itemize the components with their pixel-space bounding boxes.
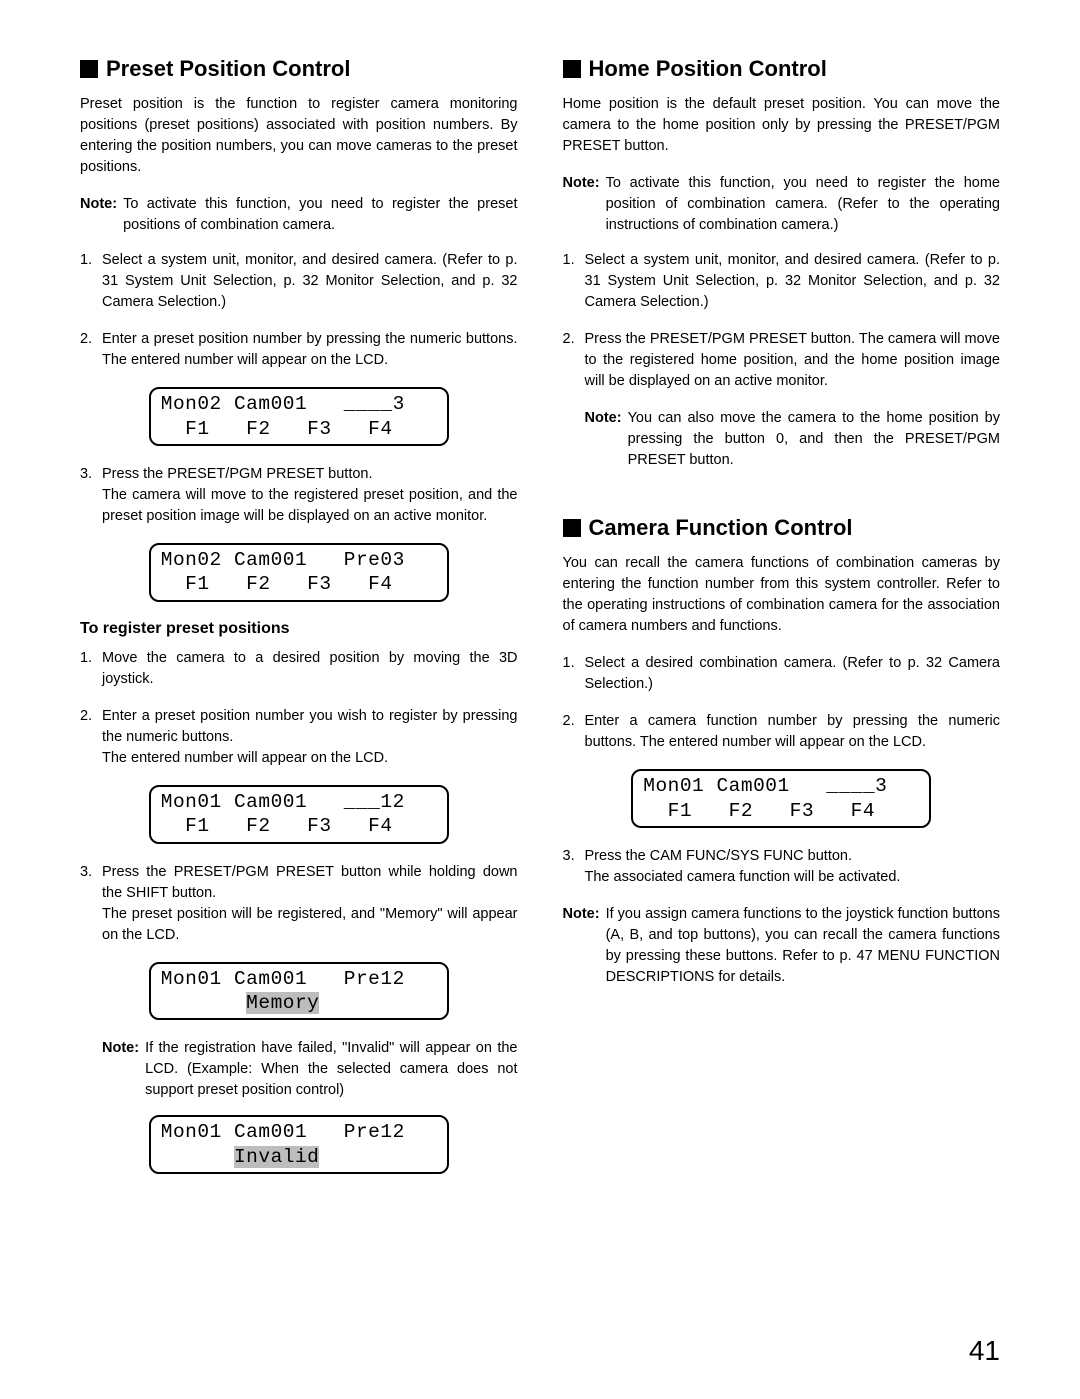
lcd-line: Mon01 Cam001 Pre12 — [161, 1121, 405, 1143]
step-number: 3. — [563, 846, 585, 888]
camfunc-heading: Camera Function Control — [563, 515, 1001, 541]
list-item: 2. Enter a preset position number you wi… — [80, 706, 518, 769]
heading-text: Camera Function Control — [589, 515, 853, 541]
page-number: 41 — [969, 1335, 1000, 1367]
list-item: 2. Enter a preset position number by pre… — [80, 329, 518, 371]
camfunc-steps-cont: 3. Press the CAM FUNC/SYS FUNC button. T… — [563, 846, 1001, 888]
preset-steps: 1. Select a system unit, monitor, and de… — [80, 250, 518, 371]
step-number: 2. — [563, 329, 585, 392]
lcd-display: Mon01 Cam001 ___12 F1 F2 F3 F4 — [149, 785, 449, 844]
lcd-line: F1 F2 F3 F4 — [161, 573, 393, 595]
step-number: 3. — [80, 862, 102, 946]
lcd-line: Mon01 Cam001 ___12 — [161, 791, 405, 813]
step-number: 1. — [563, 653, 585, 695]
step-number: 1. — [80, 648, 102, 690]
step-text: Enter a camera function number by pressi… — [585, 711, 1001, 753]
note-body: You can also move the camera to the home… — [628, 408, 1000, 471]
step-text: Press the PRESET/PGM PRESET button. The … — [102, 464, 518, 527]
heading-text: Home Position Control — [589, 56, 827, 82]
note-label: Note: — [585, 408, 628, 471]
register-note: Note: If the registration have failed, "… — [102, 1038, 518, 1101]
step-text: Press the CAM FUNC/SYS FUNC button. The … — [585, 846, 1001, 888]
register-steps: 1. Move the camera to a desired position… — [80, 648, 518, 769]
square-bullet-icon — [80, 60, 98, 78]
list-item: 2. Enter a camera function number by pre… — [563, 711, 1001, 753]
lcd-line: Mon01 Cam001 Pre12 — [161, 968, 405, 990]
lcd-display: Mon01 Cam001 ____3 F1 F2 F3 F4 — [631, 769, 931, 828]
step-text: Enter a preset position number you wish … — [102, 706, 518, 769]
note-label: Note: — [80, 194, 123, 236]
home-heading: Home Position Control — [563, 56, 1001, 82]
step-number: 2. — [80, 706, 102, 769]
home-steps: 1. Select a system unit, monitor, and de… — [563, 250, 1001, 392]
note-label: Note: — [563, 173, 606, 236]
note-body: To activate this function, you need to r… — [123, 194, 517, 236]
lcd-line — [161, 1146, 234, 1168]
list-item: 3. Press the PRESET/PGM PRESET button. T… — [80, 464, 518, 527]
preset-heading: Preset Position Control — [80, 56, 518, 82]
register-subheading: To register preset positions — [80, 620, 518, 638]
lcd-line: F1 F2 F3 F4 — [161, 815, 393, 837]
lcd-highlight: Memory — [246, 992, 319, 1014]
lcd-line: Mon02 Cam001 ____3 — [161, 393, 405, 415]
list-item: 3. Press the PRESET/PGM PRESET button wh… — [80, 862, 518, 946]
lcd-line: Mon01 Cam001 ____3 — [643, 775, 887, 797]
list-item: 3. Press the CAM FUNC/SYS FUNC button. T… — [563, 846, 1001, 888]
lcd-line: F1 F2 F3 F4 — [643, 800, 875, 822]
camfunc-intro: You can recall the camera functions of c… — [563, 553, 1001, 637]
home-subnote: Note: You can also move the camera to th… — [585, 408, 1001, 471]
step-text: Press the PRESET/PGM PRESET button while… — [102, 862, 518, 946]
step-text: Select a desired combination camera. (Re… — [585, 653, 1001, 695]
step-text: Press the PRESET/PGM PRESET button. The … — [585, 329, 1001, 392]
lcd-display: Mon01 Cam001 Pre12 Invalid — [149, 1115, 449, 1174]
lcd-highlight: Invalid — [234, 1146, 319, 1168]
square-bullet-icon — [563, 60, 581, 78]
step-number: 1. — [563, 250, 585, 313]
list-item: 1. Select a desired combination camera. … — [563, 653, 1001, 695]
preset-steps-cont: 3. Press the PRESET/PGM PRESET button. T… — [80, 464, 518, 527]
lcd-line: Mon02 Cam001 Pre03 — [161, 549, 405, 571]
step-number: 2. — [80, 329, 102, 371]
lcd-display: Mon01 Cam001 Pre12 Memory — [149, 962, 449, 1021]
preset-note: Note: To activate this function, you nee… — [80, 194, 518, 236]
heading-text: Preset Position Control — [106, 56, 350, 82]
lcd-line — [161, 992, 246, 1014]
note-label: Note: — [102, 1038, 145, 1101]
preset-intro: Preset position is the function to regis… — [80, 94, 518, 178]
note-body: To activate this function, you need to r… — [606, 173, 1000, 236]
home-intro: Home position is the default preset posi… — [563, 94, 1001, 157]
right-column: Home Position Control Home position is t… — [563, 56, 1001, 1192]
step-text: Move the camera to a desired position by… — [102, 648, 518, 690]
step-number: 2. — [563, 711, 585, 753]
left-column: Preset Position Control Preset position … — [80, 56, 518, 1192]
list-item: 2. Press the PRESET/PGM PRESET button. T… — [563, 329, 1001, 392]
square-bullet-icon — [563, 519, 581, 537]
step-text: Select a system unit, monitor, and desir… — [102, 250, 518, 313]
lcd-display: Mon02 Cam001 ____3 F1 F2 F3 F4 — [149, 387, 449, 446]
list-item: 1. Move the camera to a desired position… — [80, 648, 518, 690]
note-body: If the registration have failed, "Invali… — [145, 1038, 517, 1101]
note-label: Note: — [563, 904, 606, 988]
lcd-display: Mon02 Cam001 Pre03 F1 F2 F3 F4 — [149, 543, 449, 602]
list-item: 1. Select a system unit, monitor, and de… — [80, 250, 518, 313]
list-item: 1. Select a system unit, monitor, and de… — [563, 250, 1001, 313]
step-number: 1. — [80, 250, 102, 313]
step-text: Enter a preset position number by pressi… — [102, 329, 518, 371]
camfunc-note: Note: If you assign camera functions to … — [563, 904, 1001, 988]
home-note: Note: To activate this function, you nee… — [563, 173, 1001, 236]
camfunc-steps: 1. Select a desired combination camera. … — [563, 653, 1001, 753]
register-steps-cont: 3. Press the PRESET/PGM PRESET button wh… — [80, 862, 518, 946]
note-body: If you assign camera functions to the jo… — [606, 904, 1000, 988]
lcd-line: F1 F2 F3 F4 — [161, 418, 393, 440]
step-text: Select a system unit, monitor, and desir… — [585, 250, 1001, 313]
step-number: 3. — [80, 464, 102, 527]
